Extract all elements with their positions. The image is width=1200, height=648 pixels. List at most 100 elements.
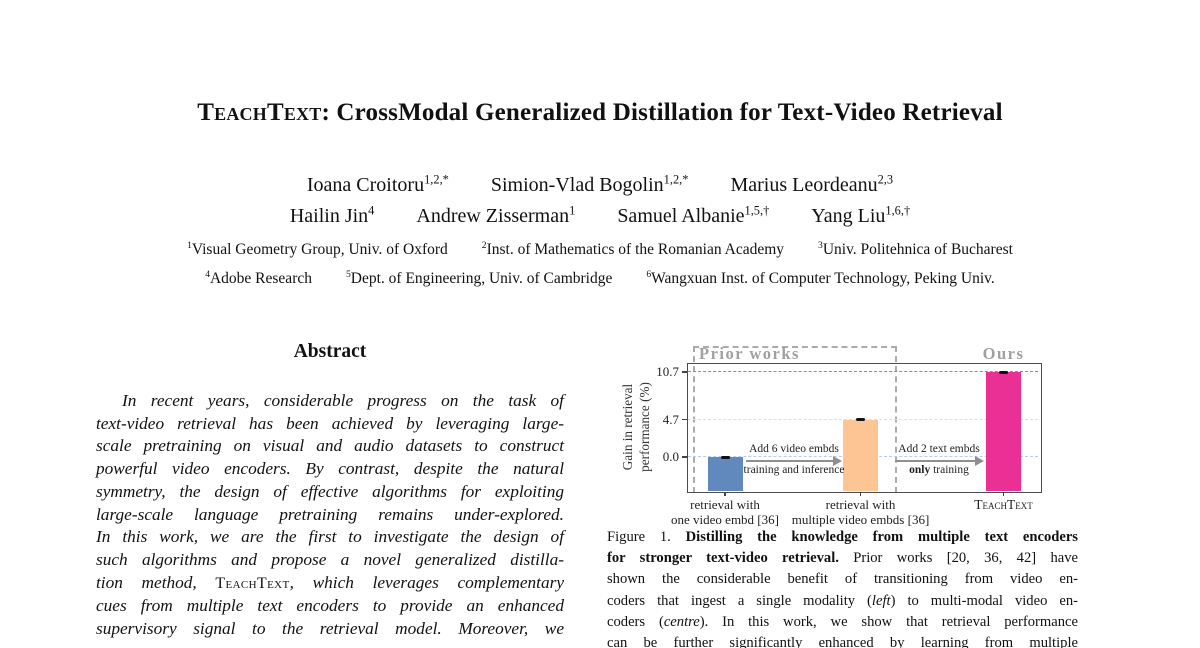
prior-works-label: Prior works — [699, 344, 800, 363]
text-segment: such algorithms and propose a novel gene… — [96, 549, 564, 569]
text-segment: can be further significantly enhanced by… — [607, 635, 1078, 648]
y-tick-mark-10.7 — [682, 371, 687, 373]
arrow-0-label-bottom: training and inference — [714, 464, 874, 476]
caption-line: coders (centre). In this work, we show t… — [607, 612, 1078, 633]
affiliation-row: 1Visual Geometry Group, Univ. of Oxford 2… — [0, 236, 1200, 265]
arrow-0-line — [746, 459, 834, 463]
affiliation-name: Inst. of Mathematics of the Romanian Aca… — [486, 241, 785, 258]
x-tick-label-2: TeachText — [974, 497, 1033, 512]
gridline-10.7 — [688, 371, 1038, 373]
author-affiliation-superscript: 1,5,† — [744, 203, 770, 218]
author-affiliation-superscript: 2,3 — [877, 172, 894, 187]
affiliation-superscript: 1 — [187, 239, 192, 251]
text-segment: for stronger text-video retrieval. — [607, 550, 839, 567]
text-segment: text-video retrieval has been achieved b… — [96, 413, 564, 433]
affiliation-superscript: 3 — [818, 239, 823, 251]
y-tick-label-10.7: 10.7 — [656, 364, 679, 380]
y-tick-mark-4.7 — [682, 418, 687, 421]
arrow-1-label-top: Add 2 text embds — [898, 443, 980, 455]
text-segment: , which leverages complementary — [289, 572, 565, 592]
author-row: Ioana Croitoru1,2,* Simion-Vlad Bogolin1,… — [0, 170, 1200, 201]
error-marker-1 — [856, 418, 865, 422]
author-name: Samuel Albanie — [617, 205, 745, 227]
x-tick-mark-1 — [859, 492, 862, 496]
text-segment: coders that ingest a single modality ( — [607, 592, 872, 609]
author-row: Hailin Jin4 Andrew Zisserman1 Samuel Alban… — [0, 201, 1200, 232]
affiliation-name: Dept. of Engineering, Univ. of Cambridge — [350, 269, 613, 287]
affiliation-superscript: 6 — [646, 268, 652, 280]
title-rest: : CrossModal Generalized Distillation fo… — [321, 99, 1003, 126]
text-segment: training — [930, 463, 969, 476]
abstract-line: text-video retrieval has been achieved b… — [96, 413, 564, 436]
text-segment: large-scale language pretraining remains… — [96, 504, 564, 524]
abstract-line: cues from multiple text encoders to prov… — [96, 595, 564, 618]
affiliation-superscript: 2 — [481, 239, 487, 251]
text-segment: centre — [663, 613, 700, 630]
text-segment: Prior works [20, 36, 42] have — [838, 550, 1078, 567]
affiliation-row: 4Adobe Research 5Dept. of Engineering, Un… — [0, 265, 1200, 294]
affiliation-name: Wangxuan Inst. of Computer Technology, P… — [651, 269, 995, 287]
arrow-0-head-icon — [833, 455, 842, 466]
author: Ioana Croitoru1,2,* — [306, 173, 449, 196]
affiliation: 5Dept. of Engineering, Univ. of Cambridg… — [346, 269, 613, 287]
author-name: Marius Leordeanu — [730, 174, 878, 196]
author-affiliation-superscript: 1,6,† — [885, 203, 911, 218]
affiliation: 1Visual Geometry Group, Univ. of Oxford — [187, 241, 448, 258]
paper-title: TeachText: CrossModal Generalized Distil… — [0, 99, 1200, 127]
affiliation-superscript: 4 — [205, 268, 210, 280]
abstract-line: scale pretraining on visual and audio da… — [96, 435, 564, 458]
plot-frame — [687, 363, 1042, 493]
y-tick-mark-0.0 — [682, 456, 687, 458]
text-segment: supervisory signal to the retrieval mode… — [96, 619, 564, 639]
author: Samuel Albanie1,5,† — [617, 203, 770, 227]
affiliation-name: Adobe Research — [209, 269, 312, 287]
author-affiliation-superscript: 4 — [368, 203, 375, 218]
text-segment: Distilling the knowledge from multiple t… — [685, 529, 1078, 545]
affiliation-name: Univ. Politehnica of Bucharest — [822, 241, 1013, 258]
affiliation-list: 1Visual Geometry Group, Univ. of Oxford 2… — [0, 236, 1200, 293]
author: Andrew Zisserman1 — [416, 204, 575, 227]
abstract-heading: Abstract — [293, 341, 367, 362]
ours-label: Ours — [982, 344, 1025, 363]
text-segment: powerful video encoders. By contrast, de… — [96, 459, 564, 479]
text-segment: cues from multiple text encoders to prov… — [96, 596, 564, 616]
abstract-line: supervisory signal to the retrieval mode… — [96, 618, 564, 641]
abstract-line: large-scale language pretraining remains… — [96, 504, 564, 527]
abstract-line: such algorithms and propose a novel gene… — [96, 549, 564, 572]
author-name: Andrew Zisserman — [416, 205, 570, 227]
abstract-line: In this work, we are the first to invest… — [96, 526, 564, 549]
affiliation: 2Inst. of Mathematics of the Romanian Ac… — [482, 241, 784, 258]
text-segment: training and inference — [743, 463, 845, 476]
affiliation: 4Adobe Research — [205, 268, 312, 287]
caption-line: coders that ingest a single modality (le… — [607, 591, 1078, 612]
abstract-line: symmetry, the design of effective algori… — [96, 481, 564, 504]
x-tick-mark-2 — [1002, 492, 1005, 496]
text-segment: symmetry, the design of effective algori… — [96, 481, 564, 501]
author-list: Ioana Croitoru1,2,* Simion-Vlad Bogolin1,… — [0, 170, 1200, 232]
x-tick-label-1: retrieval with multiple video embds [36] — [791, 497, 930, 527]
teachtext-name: TeachText — [215, 574, 290, 592]
author-affiliation-superscript: 1,2,* — [663, 172, 689, 187]
text-segment: ) to multi-modal video en- — [890, 592, 1078, 609]
error-marker-0 — [720, 455, 730, 459]
x-tick-mark-0 — [724, 492, 726, 496]
bar-0 — [707, 457, 743, 491]
author: Hailin Jin4 — [289, 203, 375, 227]
text-segment: left — [871, 592, 891, 609]
affiliation: 6Wangxuan Inst. of Computer Technology, … — [646, 268, 995, 287]
author-name: Hailin Jin — [289, 205, 369, 227]
text-segment: tion method, — [96, 572, 216, 592]
author-name: Yang Liu — [811, 205, 886, 227]
author: Simion-Vlad Bogolin1,2,* — [491, 172, 689, 196]
text-segment: scale pretraining on visual and audio da… — [96, 436, 564, 456]
author-name: Ioana Croitoru — [306, 174, 425, 196]
text-segment: ). In this work, we show that retrieval … — [699, 613, 1078, 630]
caption-line: shown the considerable benefit of transi… — [607, 569, 1078, 590]
abstract-column: Abstract In recent years, considerable p… — [96, 341, 564, 641]
arrow-1-head-icon — [975, 455, 984, 466]
y-axis-label: Gain in retrieval performance (%) — [620, 382, 652, 472]
error-marker-2 — [999, 370, 1008, 374]
figure-1-chart: Prior works Ours 10.7 4.7 0.0 retrieval with o… — [607, 340, 1080, 530]
x-tick-label-0: retrieval with one video embd [36] — [671, 497, 779, 527]
bar-1 — [843, 419, 878, 491]
